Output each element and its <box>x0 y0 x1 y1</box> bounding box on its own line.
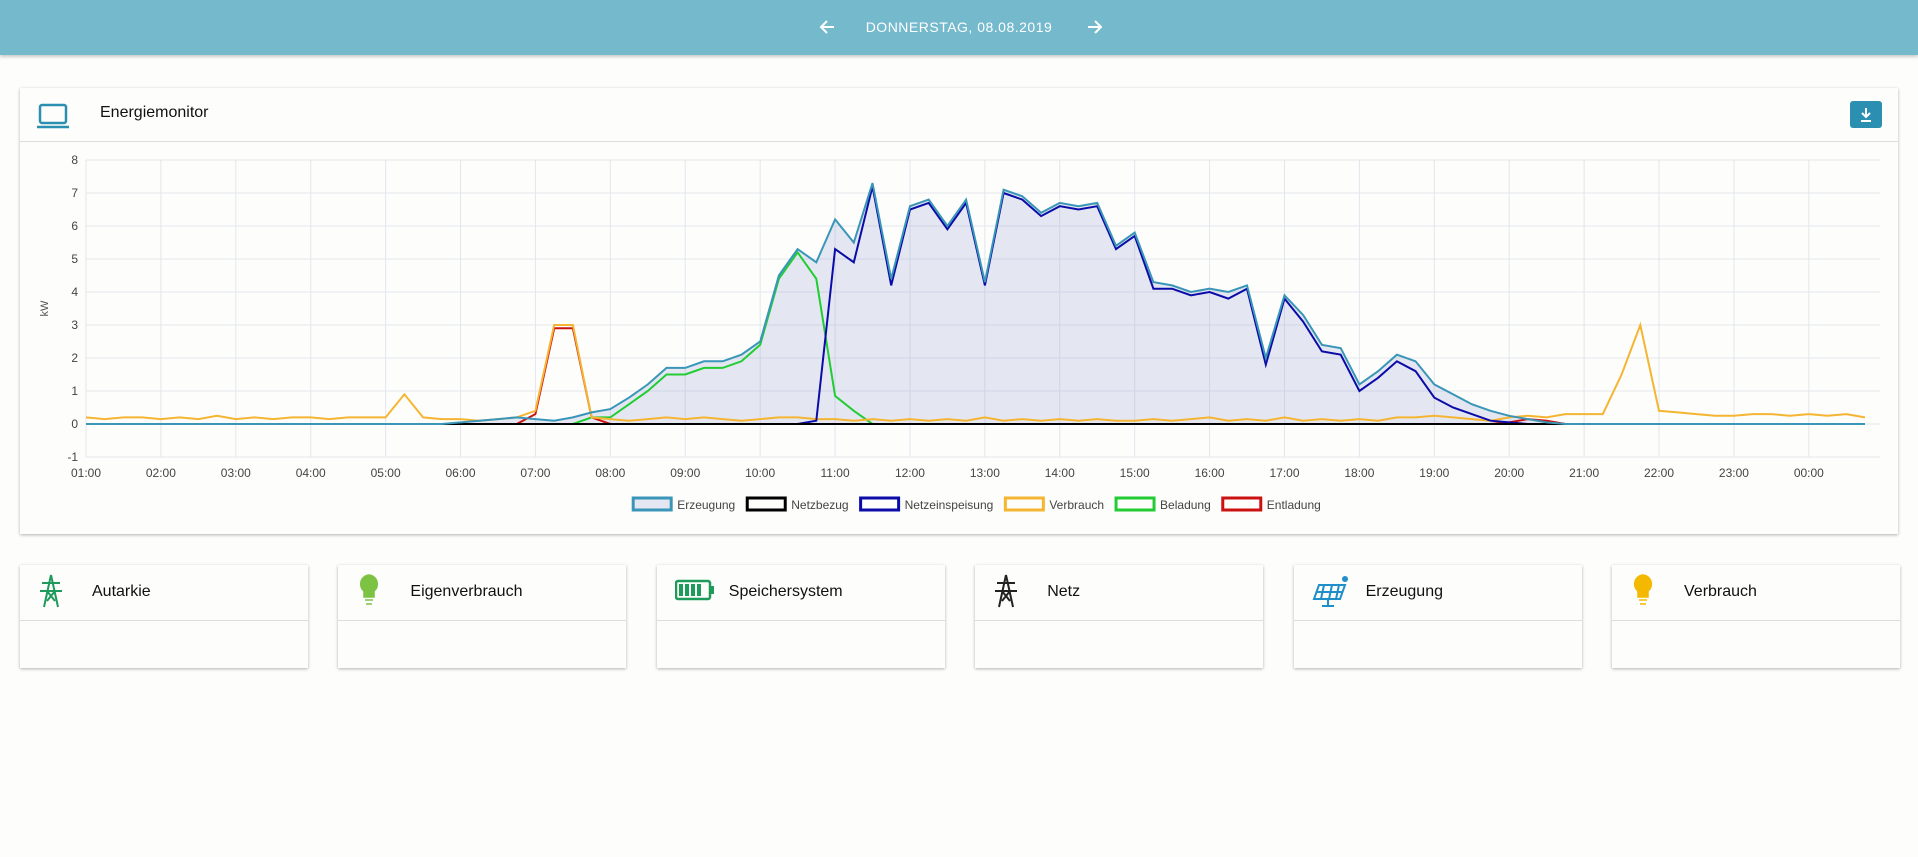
x-tick-label: 20:00 <box>1494 466 1524 480</box>
divider <box>1293 620 1582 621</box>
tile-title: Speichersystem <box>728 583 843 600</box>
x-tick-label: 11:00 <box>820 466 849 480</box>
x-tick-label: 15:00 <box>1120 466 1150 480</box>
tile-icon <box>1633 574 1653 605</box>
x-tick-label: 23:00 <box>1719 466 1749 480</box>
tile-title: Autarkie <box>92 583 151 600</box>
legend-label: Beladung <box>1160 498 1211 512</box>
divider <box>656 620 945 621</box>
x-tick-label: 07:00 <box>520 466 550 480</box>
x-tick-label: 16:00 <box>1195 466 1225 480</box>
tile: Autarkie <box>20 565 308 668</box>
legend: Erzeugung Netzbezug Netzeinspeisung Verbrau… <box>631 496 1321 512</box>
tile-icon <box>995 574 1018 608</box>
tile-icon <box>674 579 714 601</box>
x-tick-label: 18:00 <box>1344 466 1374 480</box>
y-tick-label: 3 <box>71 318 78 332</box>
legend-label: Netzeinspeisung <box>905 498 994 512</box>
area <box>86 183 1866 424</box>
date: DONNERSTAG, 08.08.2019 <box>865 19 1053 35</box>
legend-label: Entladung <box>1267 498 1321 512</box>
legend-swatch <box>1114 496 1156 512</box>
line <box>86 182 1865 425</box>
x-tick-label: 00:00 <box>1794 466 1824 480</box>
divider <box>20 620 308 621</box>
divider <box>20 141 1898 142</box>
y-tick-label: -1 <box>67 450 78 464</box>
x-tick-label: 04:00 <box>296 466 326 480</box>
y-axis-label: kW <box>39 300 51 317</box>
prev-day[interactable] <box>818 17 838 37</box>
tile: Erzeugung <box>1293 565 1582 668</box>
x-tick-label: 05:00 <box>371 466 401 480</box>
monitor-card: -1 0 1 2 3 4 5 6 7 8 01:00 02:00 03:00 04:00 05:00 06:0… <box>20 88 1898 534</box>
y-tick-label: 4 <box>71 285 78 299</box>
tile-icon <box>40 574 62 608</box>
x-tick-label: 02:00 <box>146 466 176 480</box>
header: DONNERSTAG, 08.08.2019 <box>0 0 1918 55</box>
tile: Verbrauch <box>1612 565 1900 668</box>
tile-title: Erzeugung <box>1365 583 1443 600</box>
y-tick-label: 0 <box>71 417 78 431</box>
legend-swatch <box>631 496 673 512</box>
y-tick-label: 6 <box>71 219 78 233</box>
x-tick-label: 06:00 <box>446 466 476 480</box>
x-tick-label: 22:00 <box>1644 466 1674 480</box>
divider <box>1612 620 1900 621</box>
x-tick-label: 01:00 <box>71 466 101 480</box>
x-tick-label: 14:00 <box>1045 466 1075 480</box>
download-button[interactable] <box>1850 101 1882 128</box>
tile: Eigenverbrauch <box>338 565 627 668</box>
tile-title: Netz <box>1047 583 1081 600</box>
legend-label: Erzeugung <box>677 498 735 512</box>
x-tick-label: 12:00 <box>895 466 925 480</box>
x-tick-label: 09:00 <box>670 466 700 480</box>
tile-icon <box>360 574 379 605</box>
y-tick-label: 2 <box>71 351 78 365</box>
y-tick-label: 7 <box>71 186 78 200</box>
legend-label: Netzbezug <box>791 498 848 512</box>
x-tick-label: 10:00 <box>745 466 775 480</box>
x-tick-label: 13:00 <box>970 466 1000 480</box>
chart: -1 0 1 2 3 4 5 6 7 8 01:00 02:00 03:00 04:00 05:00 06:0… <box>39 153 1880 512</box>
x-tick-label: 03:00 <box>221 466 251 480</box>
legend-swatch <box>1003 496 1045 512</box>
y-tick-label: 5 <box>71 252 78 266</box>
legend-swatch <box>745 496 787 512</box>
y-tick-label: 8 <box>71 153 78 167</box>
legend-swatch <box>859 496 901 512</box>
monitor-title: Energiemonitor <box>100 104 209 121</box>
tile: Speichersystem <box>656 565 945 668</box>
legend-swatch <box>1221 496 1263 512</box>
divider <box>975 620 1264 621</box>
x-tick-label: 19:00 <box>1419 466 1449 480</box>
x-tick-label: 08:00 <box>595 466 625 480</box>
line <box>85 321 1866 422</box>
next-day[interactable] <box>1084 17 1104 37</box>
laptop-icon <box>37 103 69 129</box>
divider <box>338 620 627 621</box>
legend-label: Verbrauch <box>1049 498 1104 512</box>
tile-title: Verbrauch <box>1684 583 1757 600</box>
x-tick-label: 21:00 <box>1569 466 1599 480</box>
tile-icon <box>1312 576 1348 607</box>
y-tick-label: 1 <box>71 384 78 398</box>
x-tick-label: 17:00 <box>1269 466 1299 480</box>
tile: Netz <box>975 565 1264 668</box>
tile-title: Eigenverbrauch <box>410 583 523 600</box>
